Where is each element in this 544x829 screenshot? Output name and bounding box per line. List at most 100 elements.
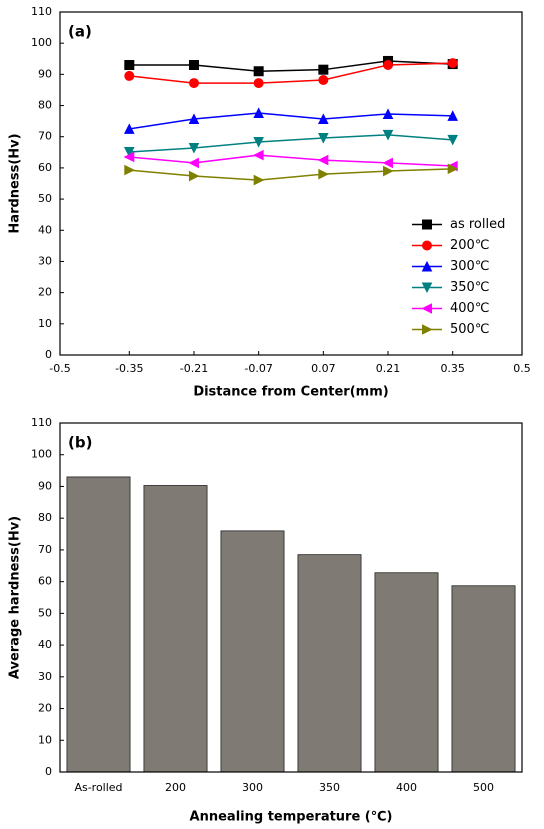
- y-tick-label: 50: [38, 192, 52, 205]
- x-tick-label: As-rolled: [74, 781, 122, 794]
- y-tick-label: 10: [38, 733, 52, 746]
- bar: [374, 572, 439, 773]
- marker: [382, 157, 394, 169]
- marker: [447, 163, 459, 175]
- y-tick-label: 0: [45, 348, 52, 361]
- y-axis-label: Average hardness(Hv): [8, 516, 23, 679]
- y-tick-label: 90: [38, 67, 52, 80]
- y-tick-label: 90: [38, 479, 52, 492]
- x-tick-label: -0.07: [244, 362, 272, 375]
- y-tick-label: 100: [31, 36, 52, 49]
- y-tick-label: 60: [38, 161, 52, 174]
- legend-label: 500℃: [450, 322, 489, 337]
- marker: [382, 129, 394, 141]
- marker: [447, 58, 458, 69]
- series-line: [129, 60, 453, 72]
- marker: [421, 260, 433, 272]
- plot-frame: [59, 11, 523, 356]
- y-tick-label: 80: [38, 99, 52, 112]
- marker: [123, 123, 135, 134]
- marker: [123, 151, 135, 163]
- marker: [253, 107, 264, 119]
- y-tick-label: 40: [38, 223, 52, 236]
- y-tick-label: 20: [38, 286, 52, 299]
- marker: [318, 113, 329, 124]
- marker: [421, 282, 433, 294]
- marker: [383, 60, 394, 71]
- series-line: [129, 62, 453, 84]
- y-tick-label: 110: [31, 5, 52, 18]
- y-tick-label: 80: [38, 511, 52, 524]
- marker: [188, 113, 200, 124]
- y-tick-label: 70: [38, 543, 52, 556]
- panel-label: (b): [68, 434, 92, 452]
- marker: [253, 174, 265, 186]
- panel-label: (a): [68, 23, 92, 41]
- marker: [188, 157, 199, 169]
- marker: [188, 78, 199, 89]
- series-line: [129, 168, 453, 181]
- legend-label: 350℃: [450, 280, 489, 295]
- y-tick-label: 100: [31, 448, 52, 461]
- marker: [253, 137, 264, 148]
- x-tick-label: 0.07: [311, 362, 336, 375]
- x-tick-label: 0.35: [440, 362, 465, 375]
- marker: [188, 142, 200, 154]
- x-tick-label: 200: [165, 781, 186, 794]
- marker: [447, 110, 459, 121]
- x-tick-label: -0.35: [115, 362, 143, 375]
- legend-label: 400℃: [450, 301, 489, 316]
- series-line: [129, 112, 453, 130]
- x-axis-label: Distance from Center(mm): [193, 385, 388, 400]
- marker: [123, 147, 135, 158]
- bar: [220, 530, 285, 773]
- marker: [124, 164, 135, 176]
- marker: [422, 324, 433, 335]
- y-tick-label: 30: [38, 670, 52, 683]
- legend-label: 300℃: [450, 259, 489, 274]
- marker: [253, 149, 264, 161]
- marker: [188, 170, 200, 182]
- y-tick-label: 60: [38, 575, 52, 588]
- marker: [318, 168, 329, 180]
- marker: [383, 165, 394, 177]
- marker: [124, 60, 135, 71]
- x-tick-label: 300: [242, 781, 263, 794]
- series-line: [129, 134, 453, 153]
- bar: [143, 485, 208, 773]
- bar: [297, 554, 362, 773]
- x-axis-label: Annealing temperature (℃): [190, 810, 393, 825]
- marker: [318, 74, 329, 85]
- marker: [318, 64, 329, 75]
- bar: [451, 585, 516, 773]
- marker: [422, 219, 432, 230]
- y-tick-label: 10: [38, 317, 52, 330]
- marker: [422, 240, 432, 251]
- y-tick-label: 110: [31, 416, 52, 429]
- y-tick-label: 0: [45, 765, 52, 778]
- marker: [317, 154, 329, 166]
- y-tick-label: 20: [38, 702, 52, 715]
- y-axis-label: Hardness(Hv): [8, 133, 23, 233]
- marker: [124, 70, 135, 81]
- bar: [66, 476, 131, 773]
- marker: [421, 303, 432, 314]
- legend-label: as rolled: [450, 217, 505, 232]
- y-tick-label: 40: [38, 638, 52, 651]
- marker: [318, 132, 329, 144]
- series-line: [129, 154, 453, 167]
- y-tick-label: 70: [38, 130, 52, 143]
- legend-label: 200℃: [450, 238, 489, 253]
- marker: [382, 108, 394, 119]
- x-tick-label: 500: [473, 781, 494, 794]
- x-tick-label: 0.5: [513, 362, 531, 375]
- marker: [188, 60, 199, 71]
- y-tick-label: 50: [38, 606, 52, 619]
- x-tick-label: -0.5: [49, 362, 70, 375]
- x-tick-label: -0.21: [180, 362, 208, 375]
- x-tick-label: 350: [319, 781, 340, 794]
- marker: [447, 134, 459, 146]
- x-tick-label: 0.21: [376, 362, 401, 375]
- y-tick-label: 30: [38, 254, 52, 267]
